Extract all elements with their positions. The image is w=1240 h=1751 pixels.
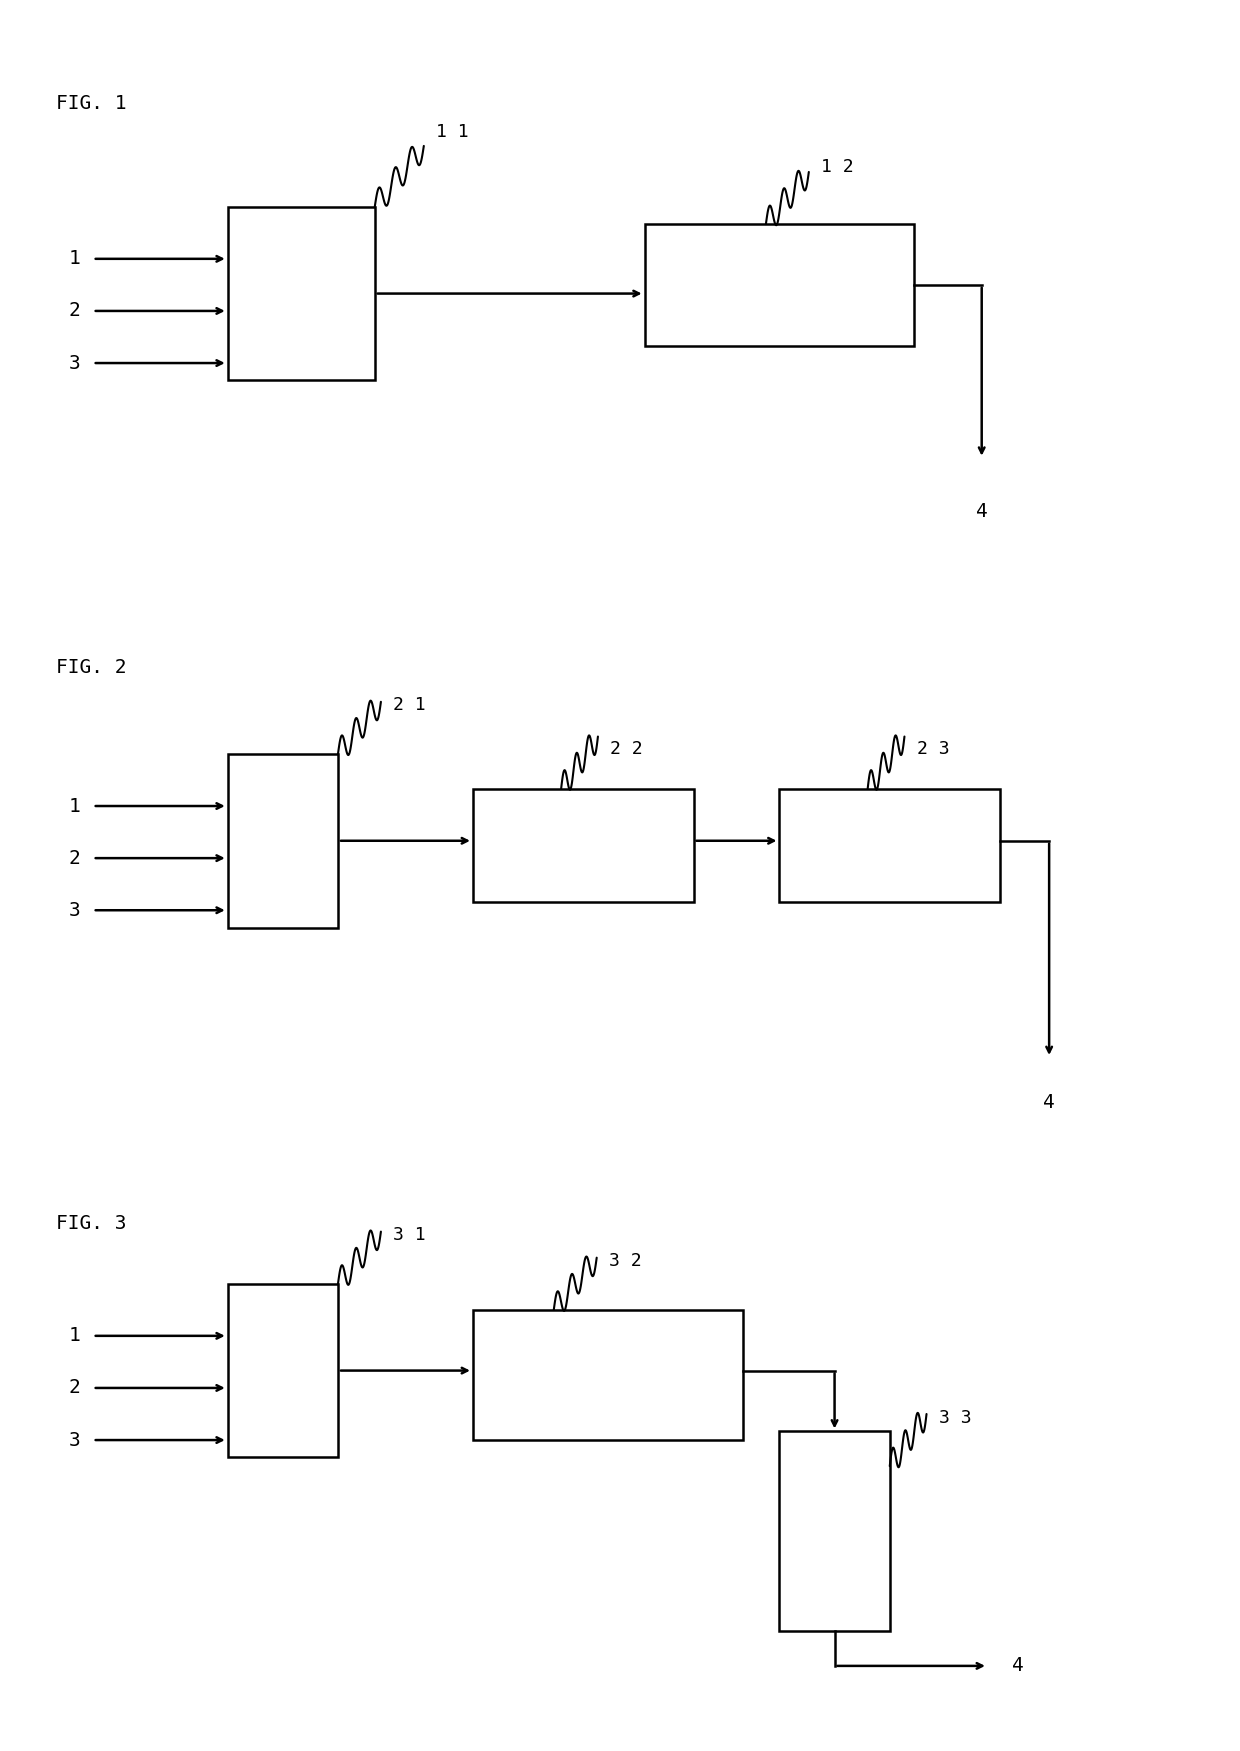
Text: FIG. 3: FIG. 3 (56, 1213, 126, 1233)
FancyBboxPatch shape (472, 788, 693, 902)
Text: 1 1: 1 1 (436, 123, 469, 142)
Text: 1 2: 1 2 (821, 158, 853, 175)
Text: 3 2: 3 2 (609, 1252, 641, 1269)
FancyBboxPatch shape (228, 1283, 339, 1457)
Text: 2 1: 2 1 (393, 697, 425, 714)
FancyBboxPatch shape (472, 1310, 743, 1439)
Text: 4: 4 (976, 503, 987, 522)
Text: 3: 3 (68, 900, 81, 919)
Text: 2: 2 (68, 301, 81, 320)
Text: 1: 1 (68, 797, 81, 816)
Text: 3 3: 3 3 (939, 1410, 971, 1427)
Text: FIG. 1: FIG. 1 (56, 95, 126, 112)
Text: 2 2: 2 2 (610, 741, 642, 758)
Text: 4: 4 (1012, 1656, 1024, 1676)
FancyBboxPatch shape (228, 755, 339, 928)
Text: 1: 1 (68, 1326, 81, 1345)
Text: 1: 1 (68, 249, 81, 268)
FancyBboxPatch shape (780, 1431, 890, 1632)
Text: FIG. 2: FIG. 2 (56, 658, 126, 678)
Text: 2 3: 2 3 (916, 741, 950, 758)
Text: 2: 2 (68, 849, 81, 868)
Text: 2: 2 (68, 1378, 81, 1397)
Text: 3: 3 (68, 354, 81, 373)
Text: 3: 3 (68, 1431, 81, 1450)
Text: 4: 4 (1043, 1093, 1055, 1112)
Text: 3 1: 3 1 (393, 1226, 425, 1245)
FancyBboxPatch shape (645, 224, 914, 345)
FancyBboxPatch shape (780, 788, 1001, 902)
FancyBboxPatch shape (228, 207, 374, 380)
